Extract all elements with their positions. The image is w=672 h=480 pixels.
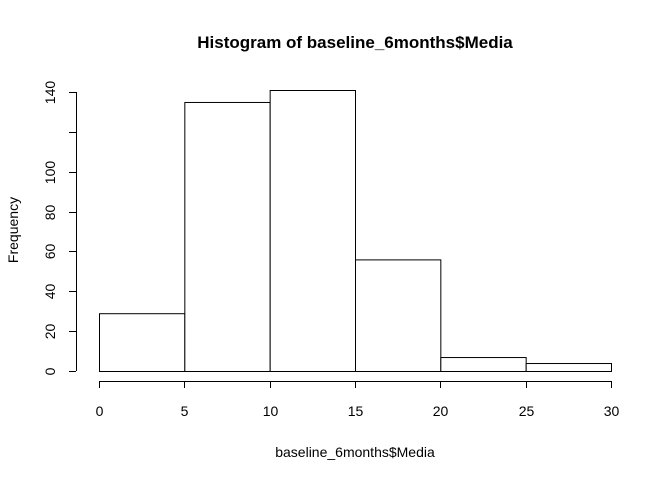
x-tick-label-4: 20 xyxy=(433,403,449,419)
y-axis: 0 20 40 60 80 100 140 xyxy=(42,81,77,375)
histogram-bar-3 xyxy=(355,259,442,372)
histogram-bar-5 xyxy=(525,363,613,372)
x-tick-label-6: 30 xyxy=(604,403,620,419)
chart-title: Histogram of baseline_6months$Media xyxy=(197,33,513,52)
x-tick-label-5: 25 xyxy=(519,403,535,419)
histogram-bar-2 xyxy=(269,90,356,372)
histogram-bar-0 xyxy=(99,313,186,373)
x-tick-label-0: 0 xyxy=(96,403,104,419)
y-axis-label: Frequency xyxy=(5,197,21,263)
histogram-bar-1 xyxy=(184,101,271,372)
y-tick-label-0: 0 xyxy=(42,367,58,375)
histogram-bar-4 xyxy=(440,357,527,372)
x-tick-label-3: 15 xyxy=(348,403,364,419)
x-tick-label-2: 10 xyxy=(263,403,279,419)
y-tick-label-3: 60 xyxy=(42,244,58,260)
y-tick-label-4: 80 xyxy=(42,205,58,221)
y-tick-label-7: 140 xyxy=(42,81,58,105)
y-tick-label-5: 100 xyxy=(42,161,58,185)
x-axis-label: baseline_6months$Media xyxy=(275,444,435,460)
y-tick-label-1: 20 xyxy=(42,324,58,340)
y-tick-label-2: 40 xyxy=(42,284,58,300)
x-axis: 0 5 10 15 20 25 30 xyxy=(96,381,620,419)
x-tick-label-1: 5 xyxy=(181,403,189,419)
bars-group xyxy=(99,90,613,373)
